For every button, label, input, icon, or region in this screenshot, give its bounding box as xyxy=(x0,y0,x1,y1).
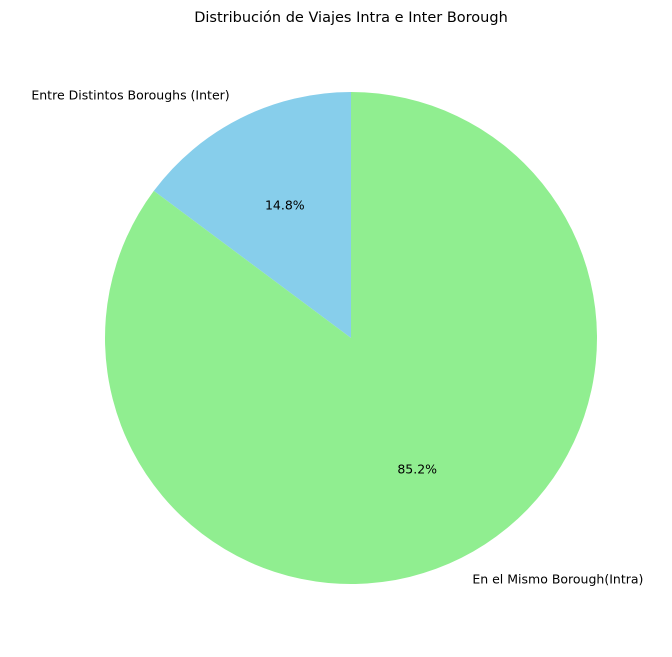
slice-label-entre-distintos-boroughs-inter: Entre Distintos Boroughs (Inter) xyxy=(31,88,229,103)
pie-slice-entre-distintos-boroughs-inter xyxy=(153,92,351,338)
chart-title: Distribución de Viajes Intra e Inter Bor… xyxy=(194,10,508,26)
slice-label-en-el-mismo-borough-intra: En el Mismo Borough(Intra) xyxy=(472,571,643,586)
pie-labels: Entre Distintos Boroughs (Inter) 14.8% En … xyxy=(31,88,643,587)
pie-slice-en-el-mismo-borough-intra xyxy=(104,92,598,584)
percent-label-entre-distintos-boroughs-inter: 14.8% xyxy=(265,198,305,213)
pie-slices xyxy=(104,92,598,584)
percent-label-en-el-mismo-borough-intra: 85.2% xyxy=(397,461,437,476)
